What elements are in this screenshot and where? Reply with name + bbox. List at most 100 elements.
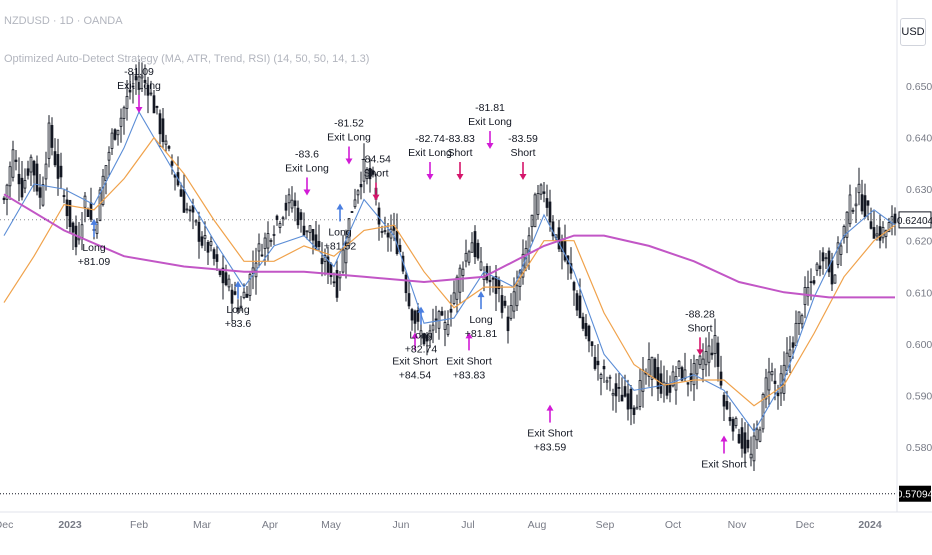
signal-arrow-head	[372, 194, 380, 201]
candle-down	[191, 205, 195, 213]
candle-down	[32, 160, 36, 176]
x-tick-label: Oct	[665, 519, 681, 531]
x-tick-label: Sep	[596, 519, 615, 531]
candle-down	[218, 270, 222, 275]
signal-long: Long +82.74	[405, 306, 437, 356]
candle-down	[311, 228, 315, 241]
candle-up	[110, 132, 114, 149]
candle-down	[572, 282, 576, 291]
candle-down	[812, 280, 816, 284]
candle-up	[305, 230, 309, 233]
low-price-box	[899, 485, 931, 502]
candle-down	[200, 236, 204, 246]
candle-up	[344, 242, 348, 264]
signal-label: Short	[510, 147, 535, 159]
candle-up	[278, 223, 282, 228]
signal-arrow-head	[456, 173, 464, 180]
candle-up	[692, 363, 696, 386]
currency-button[interactable]: USD	[900, 18, 926, 46]
candle-down	[542, 191, 546, 194]
candle-up	[824, 257, 828, 260]
candle-down	[224, 272, 228, 286]
candle-up	[209, 241, 213, 246]
candle-down	[188, 209, 192, 212]
candle-up	[8, 166, 12, 187]
candle-up	[107, 151, 111, 161]
signal-arrow-head	[303, 189, 311, 196]
axes: 0.65000 0.64000 0.63000 0.62000 0.61000 0.600…	[0, 0, 932, 531]
x-tick-label: Jul	[461, 519, 474, 531]
candle-down	[578, 295, 582, 319]
signal-exit-long: -82.74 Exit Long	[408, 133, 452, 180]
candle-down	[860, 194, 864, 212]
candle-up	[380, 231, 384, 233]
candle-up	[149, 92, 153, 95]
candle-down	[653, 358, 657, 379]
candle-down	[866, 200, 870, 206]
candle-up	[272, 233, 276, 236]
candle-down	[743, 432, 747, 454]
candle-up	[239, 305, 243, 308]
x-tick-label: 2023	[58, 519, 82, 531]
signal-exit-long: -81.09 Exit Long	[117, 66, 161, 113]
candle-down	[740, 427, 744, 449]
candle-down	[89, 202, 93, 220]
candle-down	[575, 293, 579, 311]
candle-up	[227, 278, 231, 288]
candle-down	[710, 352, 714, 356]
signal-label: Exit Short	[392, 355, 438, 367]
candle-up	[788, 349, 792, 357]
strategy-title: Optimized Auto-Detect Strategy (MA, ATR,…	[4, 53, 370, 65]
candle-up	[533, 194, 537, 228]
candle-up	[248, 273, 252, 296]
candle-up	[650, 356, 654, 380]
slow-ma-line	[3, 136, 896, 407]
candle-down	[14, 159, 18, 162]
signal-label: Exit Long	[285, 162, 329, 174]
candle-up	[125, 96, 129, 109]
candle-down	[581, 316, 585, 329]
x-tick-label: Dec	[0, 519, 13, 531]
candle-up	[713, 335, 717, 354]
candle-down	[596, 360, 600, 366]
signal-label: +81.52	[324, 240, 357, 252]
candle-down	[293, 200, 297, 207]
candle-down	[728, 417, 732, 422]
candle-up	[287, 194, 291, 204]
signal-label: -81.09	[124, 66, 154, 78]
candle-up	[800, 315, 804, 325]
candle-down	[212, 249, 216, 259]
candle-up	[635, 406, 639, 410]
candle-up	[458, 267, 462, 293]
candle-down	[668, 384, 672, 393]
candle-up	[80, 224, 84, 238]
signal-arrow-head	[519, 173, 527, 180]
signal-label: -83.83	[445, 133, 475, 145]
candle-down	[494, 276, 498, 294]
signal-arrow-head	[486, 143, 494, 150]
signal-arrow-head	[477, 291, 485, 298]
candle-down	[236, 307, 240, 310]
candle-up	[119, 117, 123, 127]
candle-down	[686, 382, 690, 385]
x-tick-label: 2024	[858, 519, 882, 531]
candle-down	[620, 394, 624, 402]
candle-up	[638, 380, 642, 407]
candle-down	[602, 366, 606, 370]
candle-down	[275, 215, 279, 220]
signal-long: Long +81.81	[465, 291, 497, 340]
candles	[2, 59, 897, 471]
candle-up	[884, 230, 888, 237]
x-tick-label: Jun	[393, 519, 410, 531]
low-price-label: 0.57094	[897, 490, 932, 501]
candle-up	[365, 169, 369, 179]
candle-up	[5, 184, 9, 200]
candle-down	[299, 212, 303, 220]
x-tick-label: Apr	[262, 519, 279, 531]
candle-up	[785, 352, 789, 371]
candle-up	[881, 226, 885, 239]
candle-up	[875, 233, 879, 237]
candle-down	[488, 279, 492, 283]
